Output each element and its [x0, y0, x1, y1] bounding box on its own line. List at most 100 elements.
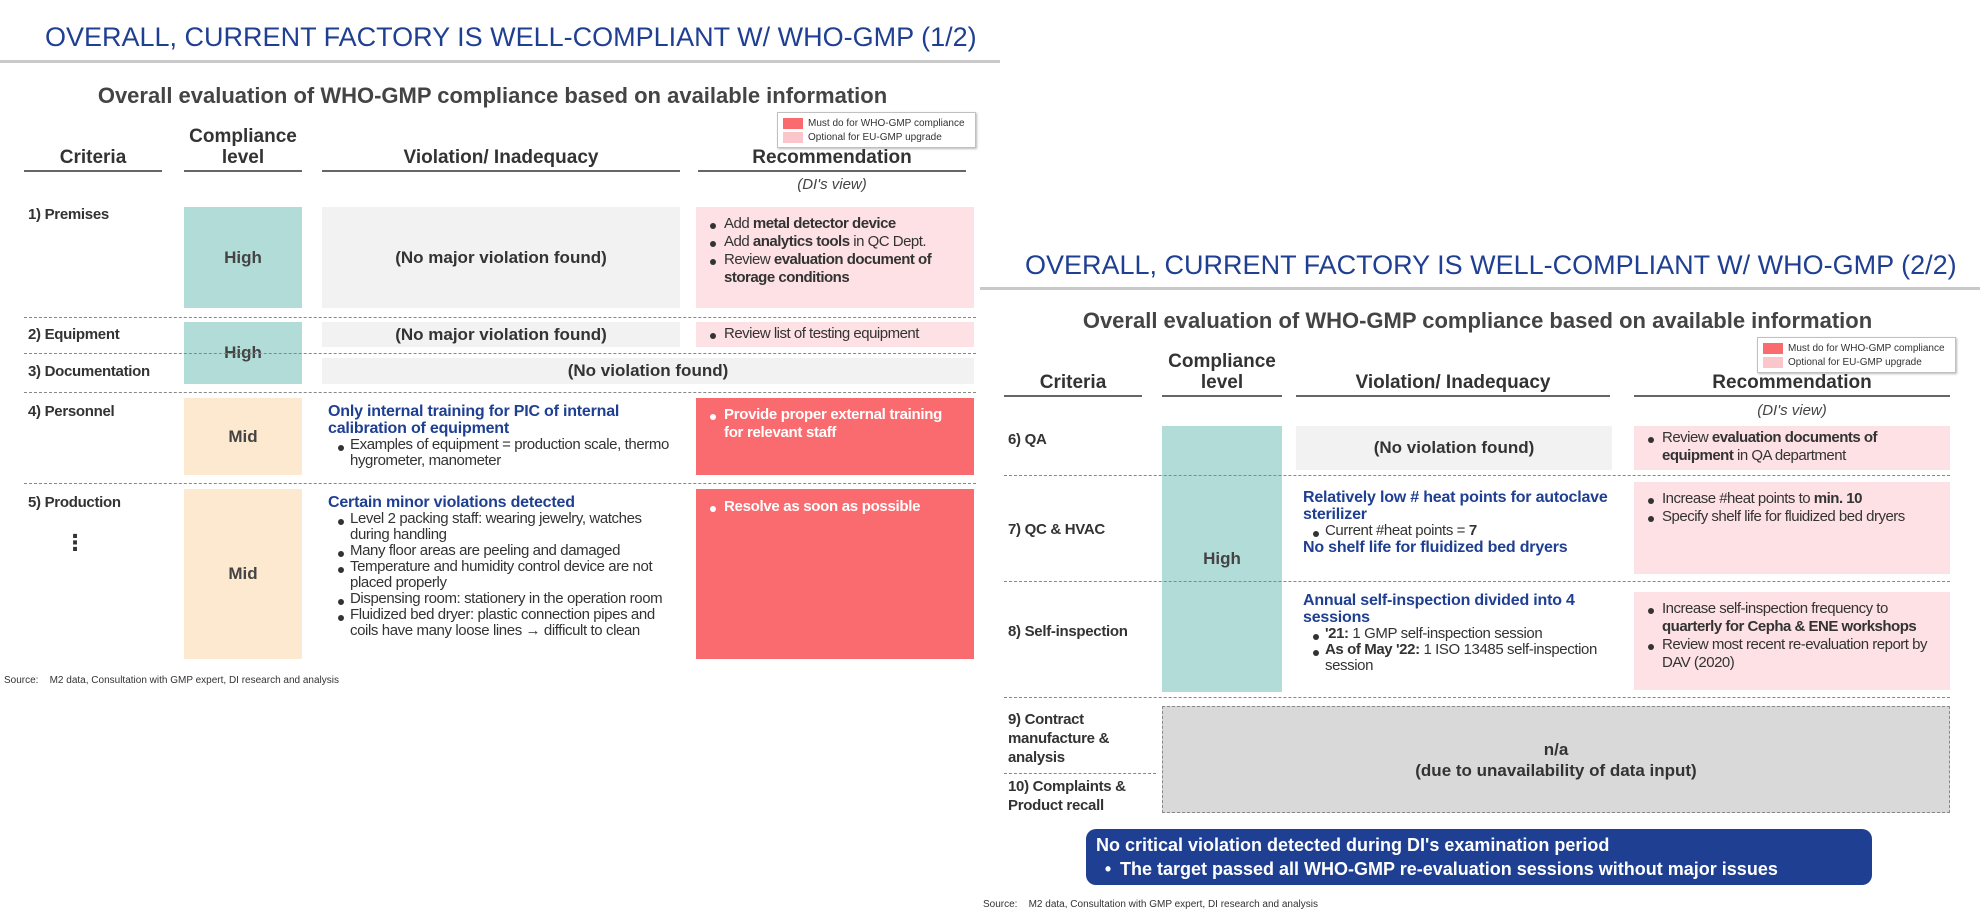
violation-equipment: (No major violation found) [322, 322, 680, 347]
row-divider [1004, 697, 1950, 698]
legend-must: Must do for WHO-GMP compliance [1763, 341, 1950, 355]
na-box: n/a (due to unavailability of data input… [1162, 706, 1950, 813]
rec-note: (DI's view) [1757, 402, 1827, 419]
rec-item: Review most recent re-evaluation report … [1644, 636, 1940, 672]
violation-item: Level 2 packing staff: wearing jewelry, … [328, 511, 683, 543]
recommendation-self-inspection: Increase self-inspection frequency to qu… [1634, 592, 1950, 690]
violation-qa: (No violation found) [1296, 426, 1612, 470]
violation-item: Examples of equipment = production scale… [328, 437, 678, 469]
source-label: Source: [983, 899, 1018, 910]
violation-production: Certain minor violations detected Level … [328, 494, 683, 639]
criteria-production: 5) Production [28, 494, 121, 511]
legend-optional-swatch [1763, 356, 1783, 368]
recommendation-personnel: Provide proper external training for rel… [696, 398, 974, 475]
rec-item: Specify shelf life for fluidized bed dry… [1644, 508, 1940, 526]
row-divider [1004, 773, 1156, 774]
source-text: M2 data, Consultation with GMP expert, D… [49, 675, 339, 686]
violation-item: Temperature and humidity control device … [328, 559, 683, 591]
banner-line-1: No critical violation detected during DI… [1096, 835, 1610, 855]
violation-qc-head-2: No shelf life for fluidized bed dryers [1303, 539, 1568, 556]
legend-must: Must do for WHO-GMP compliance [783, 116, 970, 130]
row-divider [1004, 475, 1950, 476]
rec-item: Provide proper external training for rel… [706, 406, 964, 442]
legend-must-swatch [783, 117, 803, 129]
violation-qc-hvac: Relatively low # heat points for autocla… [1303, 489, 1613, 556]
violation-item: Dispensing room: stationery in the opera… [328, 591, 683, 607]
slide-2-title: OVERALL, CURRENT FACTORY IS WELL-COMPLIA… [1025, 250, 1957, 280]
rec-item: Review evaluation documents of equipment… [1644, 429, 1940, 465]
criteria-equipment: 2) Equipment [28, 326, 120, 343]
na-text: n/a [1543, 739, 1569, 759]
legend-optional-label: Optional for EU-GMP upgrade [808, 131, 942, 143]
row-divider [1004, 581, 1950, 582]
recommendation-qc-hvac: Increase #heat points to min. 10 Specify… [1634, 482, 1950, 574]
legend-must-swatch [1763, 342, 1783, 354]
source-text: M2 data, Consultation with GMP expert, D… [1028, 899, 1318, 910]
rec-item: Add analytics tools in QC Dept. [706, 233, 964, 251]
slide-1-legend: Must do for WHO-GMP compliance Optional … [777, 112, 976, 148]
legend-optional: Optional for EU-GMP upgrade [783, 130, 970, 144]
slide-1-source: Source: M2 data, Consultation with GMP e… [4, 675, 339, 686]
slide-1-title-rule [0, 60, 1000, 63]
slide-2-subtitle: Overall evaluation of WHO-GMP compliance… [1082, 308, 1873, 333]
level-production: Mid [184, 489, 302, 659]
legend-optional-label: Optional for EU-GMP upgrade [1788, 356, 1922, 368]
slide-1-subtitle: Overall evaluation of WHO-GMP compliance… [97, 83, 888, 108]
legend-optional: Optional for EU-GMP upgrade [1763, 355, 1950, 369]
criteria-self-inspection: 8) Self-inspection [1008, 623, 1128, 640]
violation-personnel-head: Only internal training for PIC of intern… [328, 403, 620, 437]
violation-item: As of May '22: 1 ISO 13485 self-inspecti… [1303, 642, 1613, 674]
slide-2-title-rule [980, 287, 1980, 290]
header-criteria: Criteria [1004, 367, 1142, 397]
criteria-premises: 1) Premises [28, 206, 109, 223]
criteria-documentation: 3) Documentation [28, 363, 150, 380]
criteria-personnel: 4) Personnel [28, 403, 115, 420]
na-reason: (due to unavailability of data input) [1415, 760, 1697, 780]
violation-self-inspection: Annual self-inspection divided into 4 se… [1303, 592, 1613, 674]
level-personnel: Mid [184, 398, 302, 475]
slide-2-legend: Must do for WHO-GMP compliance Optional … [1757, 337, 1956, 373]
header-violation: Violation/ Inadequacy [1296, 367, 1610, 397]
violation-personnel: Only internal training for PIC of intern… [328, 403, 678, 469]
header-violation: Violation/ Inadequacy [322, 142, 680, 172]
slide-1-title: OVERALL, CURRENT FACTORY IS WELL-COMPLIA… [45, 22, 977, 52]
recommendation-equipment: Review list of testing equipment [696, 322, 974, 347]
violation-qc-head: Relatively low # heat points for autocla… [1303, 489, 1608, 523]
header-compliance: Compliance level [184, 124, 302, 172]
violation-self-head: Annual self-inspection divided into 4 se… [1303, 592, 1575, 626]
rec-item: Add metal detector device [706, 215, 964, 233]
row-divider [24, 353, 976, 354]
recommendation-premises: Add metal detector device Add analytics … [696, 207, 974, 308]
criteria-qc-hvac: 7) QC & HVAC [1008, 521, 1105, 538]
violation-documentation: (No violation found) [322, 358, 974, 384]
header-recommendation: Recommendation [698, 142, 966, 172]
more-criteria-ellipsis: ⋮ [64, 530, 86, 555]
row-divider [24, 392, 976, 393]
conclusion-banner: No critical violation detected during DI… [1086, 829, 1872, 885]
level-premises: High [184, 207, 302, 308]
header-recommendation: Recommendation [1634, 367, 1950, 397]
rec-note: (DI's view) [797, 176, 867, 193]
recommendation-production: Resolve as soon as possible [696, 489, 974, 659]
slide-2-source: Source: M2 data, Consultation with GMP e… [983, 899, 1318, 910]
criteria-qa: 6) QA [1008, 431, 1047, 448]
header-compliance: Compliance level [1162, 350, 1282, 397]
criteria-complaints: 10) Complaints & Product recall [1008, 778, 1126, 814]
violation-item: Current #heat points = 7 [1303, 523, 1613, 539]
rec-item: Increase self-inspection frequency to qu… [1644, 600, 1940, 636]
violation-item: Many floor areas are peeling and damaged [328, 543, 683, 559]
row-divider [24, 483, 976, 484]
legend-optional-swatch [783, 131, 803, 143]
source-label: Source: [4, 675, 39, 686]
rec-item: Review evaluation document of storage co… [706, 251, 964, 287]
violation-item: Fluidized bed dryer: plastic connection … [328, 607, 683, 639]
banner-line-2: • The target passed all WHO-GMP re-evalua… [1104, 859, 1778, 879]
level-qa-to-self-inspection: High [1162, 426, 1282, 692]
criteria-contract-manufacture: 9) Contract manufacture & analysis [1008, 711, 1110, 766]
header-criteria: Criteria [24, 142, 162, 172]
row-divider [24, 317, 976, 318]
legend-must-label: Must do for WHO-GMP compliance [1788, 342, 1945, 354]
violation-item: '21: 1 GMP self-inspection session [1303, 626, 1613, 642]
violation-production-head: Certain minor violations detected [328, 494, 575, 511]
recommendation-qa: Review evaluation documents of equipment… [1634, 426, 1950, 470]
